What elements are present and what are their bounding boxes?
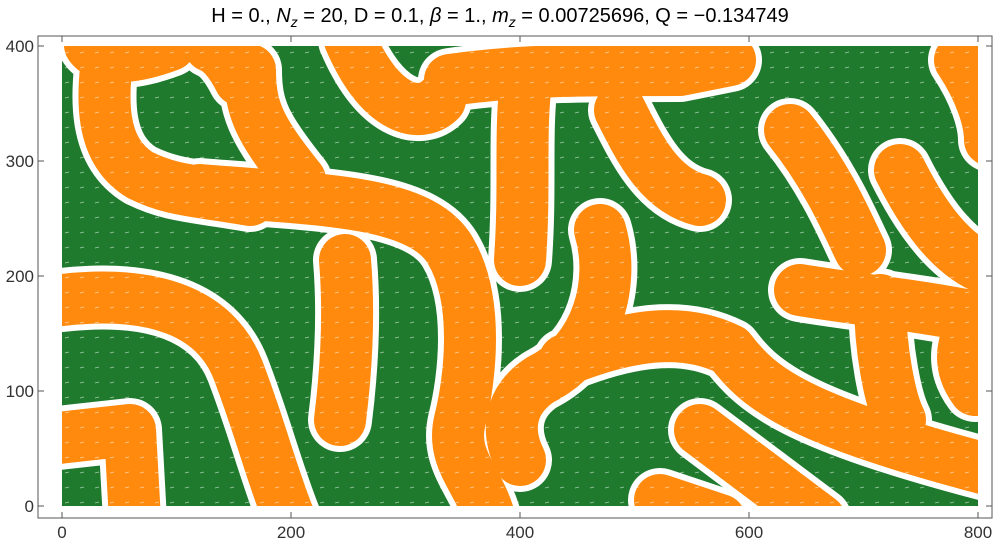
x-tick-label: 0 [57, 523, 66, 542]
x-tick-label: 400 [506, 523, 534, 542]
x-tick-label: 200 [277, 523, 305, 542]
spin-arrows [62, 46, 978, 506]
chart-title: H = 0., Nz = 20, D = 0.1, β = 1., mz = 0… [211, 5, 789, 30]
y-tick-label: 400 [6, 37, 34, 56]
y-tick-label: 200 [6, 267, 34, 286]
density-field [62, 46, 978, 506]
y-tick-label: 0 [25, 497, 34, 516]
x-tick-label: 600 [735, 523, 763, 542]
frame [37, 35, 993, 519]
y-tick-label: 100 [6, 382, 34, 401]
x-tick-label: 800 [964, 523, 992, 542]
y-tick-label: 300 [6, 152, 34, 171]
